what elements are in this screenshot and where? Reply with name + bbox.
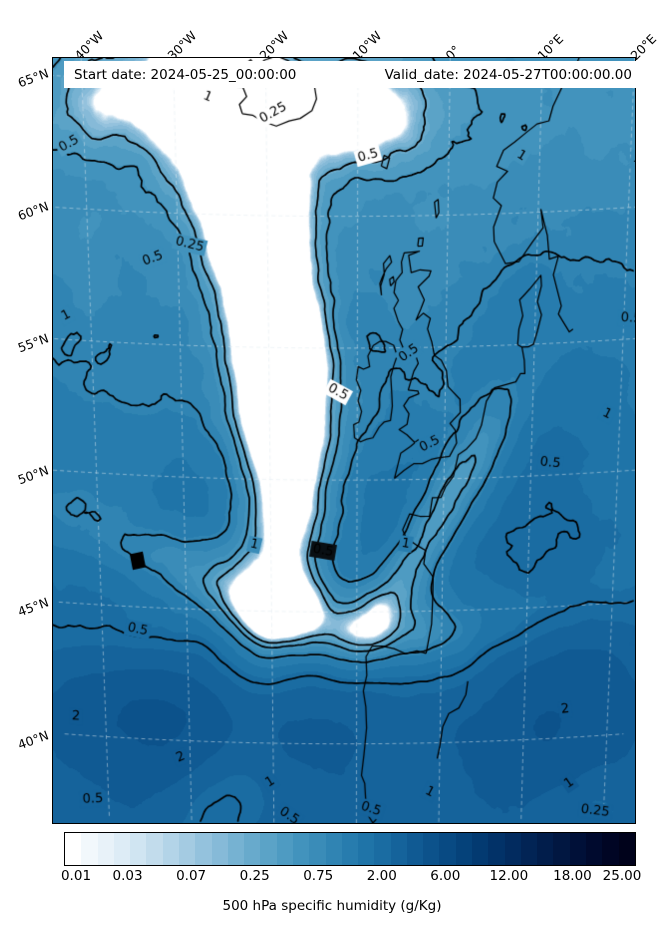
lat-tick-label: 60°N: [15, 198, 51, 224]
colorbar-tick-label: 0.07: [176, 868, 207, 884]
colorbar-tick-label: 2.00: [366, 868, 397, 884]
colorbar-swatch: [569, 833, 586, 865]
humidity-contour-map: [53, 58, 635, 823]
colorbar-container: 0.01 0.03 0.07 0.25 0.75 2.00 6.00 12.00 18.00 25…: [61, 832, 641, 884]
colorbar-tick-label: 0.75: [303, 868, 334, 884]
colorbar-swatch: [227, 833, 245, 865]
colorbar-swatch: [276, 833, 293, 865]
colorbar-swatch: [195, 833, 212, 865]
colorbar-swatch: [113, 833, 131, 865]
colorbar-swatch: [97, 833, 114, 865]
colorbar-swatch: [162, 833, 179, 865]
colorbar-swatch: [553, 833, 570, 865]
colorbar-swatch: [178, 833, 196, 865]
colorbar-swatch: [146, 833, 163, 865]
colorbar-swatch: [537, 833, 554, 865]
colorbar-swatch: [211, 833, 228, 865]
colorbar-tick-label: 0.01: [60, 868, 92, 884]
colorbar-swatch: [390, 833, 407, 865]
colorbar-tick-label: 0.25: [239, 868, 270, 884]
valid-date-label: Valid_date: 2024-05-27T00:00:00.00: [384, 66, 632, 83]
lat-tick-label: 65°N: [15, 65, 51, 91]
colorbar-swatch: [341, 833, 359, 865]
lat-tick-label: 40°N: [15, 727, 51, 752]
colorbar-swatch: [81, 833, 98, 865]
colorbar-swatch: [504, 833, 521, 865]
lat-tick-label: 45°N: [15, 594, 51, 620]
colorbar-swatch: [602, 833, 619, 865]
date-info-box: Start date: 2024-05-25_00:00:00 Valid_da…: [64, 61, 636, 88]
colorbar-swatch: [130, 833, 147, 865]
colorbar-swatch: [406, 833, 424, 865]
colorbar-swatch: [260, 833, 277, 865]
colorbar[interactable]: [64, 832, 636, 866]
colorbar-swatch: [65, 833, 82, 865]
colorbar-swatch: [423, 833, 440, 865]
colorbar-tick-label: 0.03: [112, 868, 143, 884]
lat-tick-label: 55°N: [15, 330, 51, 356]
colorbar-tick-label: 25.00: [602, 868, 642, 884]
colorbar-swatch: [309, 833, 326, 865]
colorbar-swatch: [439, 833, 456, 865]
map-plot-area[interactable]: [52, 57, 636, 824]
colorbar-tick-label: 18.00: [553, 868, 592, 884]
colorbar-swatch: [520, 833, 538, 865]
colorbar-tick-label: 6.00: [430, 868, 461, 884]
colorbar-swatch: [292, 833, 310, 865]
colorbar-swatch: [472, 833, 489, 865]
lat-tick-label: 50°N: [15, 462, 51, 488]
colorbar-swatch: [586, 833, 603, 865]
colorbar-swatch: [244, 833, 261, 865]
colorbar-swatch: [455, 833, 473, 865]
colorbar-swatch: [488, 833, 505, 865]
colorbar-swatch: [325, 833, 342, 865]
colorbar-swatch: [374, 833, 391, 865]
colorbar-swatch: [358, 833, 375, 865]
colorbar-swatch: [618, 833, 635, 865]
colorbar-axis-label: 500 hPa specific humidity (g/Kg): [222, 898, 442, 914]
start-date-label: Start date: 2024-05-25_00:00:00: [74, 66, 297, 83]
colorbar-tick-label: 12.00: [489, 868, 529, 884]
